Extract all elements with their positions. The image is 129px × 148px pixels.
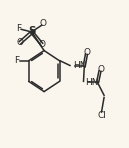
Text: F: F xyxy=(16,24,21,33)
Text: Cl: Cl xyxy=(97,111,106,120)
Text: HN: HN xyxy=(86,78,99,87)
Text: F: F xyxy=(14,56,19,65)
Text: O: O xyxy=(38,40,45,49)
Text: HN: HN xyxy=(73,61,86,70)
Text: O: O xyxy=(17,38,24,47)
Text: O: O xyxy=(97,65,104,74)
Text: O: O xyxy=(40,19,47,28)
Text: O: O xyxy=(84,48,91,57)
Text: S: S xyxy=(28,26,36,37)
